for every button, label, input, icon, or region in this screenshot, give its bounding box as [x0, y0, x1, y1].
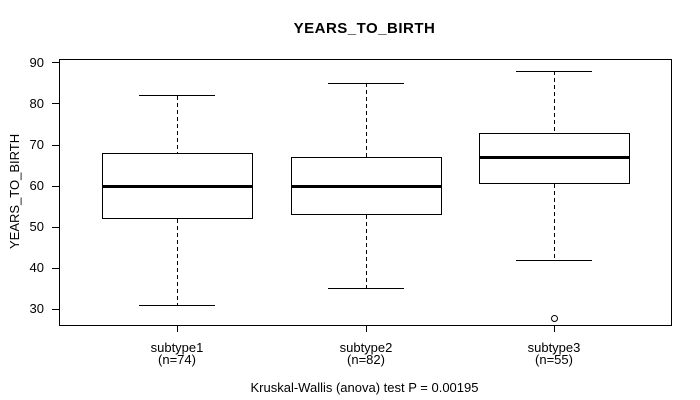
y-tick: [52, 226, 60, 228]
y-tick: [52, 103, 60, 105]
y-tick-label: 50: [29, 219, 44, 235]
x-group-count: (n=74): [158, 352, 196, 367]
outlier-point: [551, 314, 558, 322]
x-group-label: subtype1 (n=74): [102, 340, 252, 367]
chart-title: YEARS_TO_BIRTH: [293, 20, 436, 37]
median-line: [101, 184, 253, 188]
upper-whisker-cap: [516, 70, 592, 72]
stats-caption: Kruskal-Wallis (anova) test P = 0.00195: [250, 380, 479, 395]
y-tick: [52, 267, 60, 269]
lower-whisker-line: [366, 214, 367, 289]
x-group-label: subtype3 (n=55): [479, 340, 629, 367]
median-line: [290, 184, 442, 188]
x-group-name: subtype1: [150, 340, 204, 355]
lower-whisker-cap: [139, 304, 215, 306]
x-group-count: (n=55): [535, 352, 573, 367]
lower-whisker-line: [554, 184, 555, 261]
y-tick-label: 80: [29, 95, 44, 111]
y-tick-label: 40: [29, 260, 44, 276]
x-tick: [177, 325, 178, 332]
x-group-name: subtype3: [527, 340, 581, 355]
x-group-label: subtype2 (n=82): [291, 340, 441, 367]
y-tick: [52, 62, 60, 64]
y-tick-label: 60: [29, 178, 44, 194]
x-tick: [554, 325, 555, 332]
y-tick: [52, 185, 60, 187]
upper-whisker-line: [554, 71, 555, 133]
lower-whisker-line: [177, 219, 178, 306]
y-tick-label: 90: [29, 54, 44, 70]
x-group-name: subtype2: [339, 340, 393, 355]
y-tick-label: 30: [29, 301, 44, 317]
upper-whisker-cap: [139, 95, 215, 97]
upper-whisker-line: [177, 95, 178, 154]
y-tick: [52, 308, 60, 310]
y-tick-label: 70: [29, 137, 44, 153]
lower-whisker-cap: [516, 259, 592, 261]
upper-whisker-cap: [328, 82, 404, 84]
y-tick: [52, 144, 60, 146]
median-line: [478, 155, 630, 159]
lower-whisker-cap: [328, 288, 404, 290]
x-group-count: (n=82): [347, 352, 385, 367]
x-tick: [366, 325, 367, 332]
upper-whisker-line: [366, 83, 367, 158]
plot-area: 30 40 50 60 70 80 90 subtype1 (n=74) subtype2 (n=8…: [30, 55, 672, 366]
